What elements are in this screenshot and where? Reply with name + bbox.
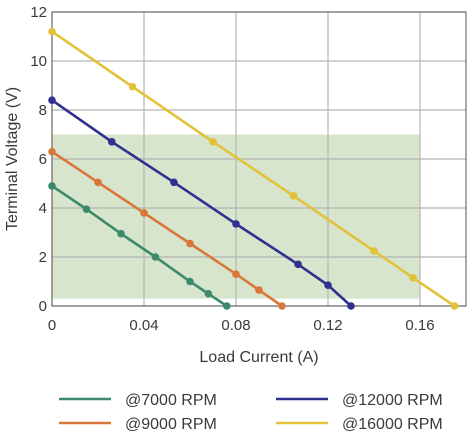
series-point: [370, 247, 378, 255]
series-3: [48, 96, 355, 310]
series-point: [186, 277, 194, 286]
y-tick-label: 10: [30, 53, 47, 70]
series-point: [232, 270, 240, 278]
plot-frame: [51, 11, 467, 307]
series-point: [151, 253, 160, 261]
series-point: [289, 191, 298, 200]
x-tick-label: 0.16: [405, 317, 434, 334]
y-axis-label: Terminal Voltage (V): [4, 87, 21, 231]
series-4: [48, 27, 459, 310]
series-point: [140, 209, 148, 217]
series-point: [347, 302, 355, 310]
y-axis-ticks: 0 2 4 6 8 10 12: [30, 4, 47, 315]
series-point: [170, 178, 178, 187]
series-point: [324, 281, 332, 289]
series-point: [223, 302, 231, 310]
x-axis-ticks: 0 0.04 0.08 0.12 0.16: [48, 317, 435, 334]
series-point: [128, 82, 137, 91]
y-tick-label: 6: [39, 151, 47, 168]
series-1: [48, 182, 231, 310]
series-point: [94, 178, 102, 187]
x-tick-label: 0.04: [129, 317, 158, 334]
x-tick-label: 0: [48, 317, 56, 334]
series-point: [204, 289, 213, 298]
series-point: [294, 260, 302, 269]
legend-item: @16000 RPM: [276, 416, 443, 433]
y-tick-label: 4: [39, 200, 47, 217]
x-axis-label: Load Current (A): [199, 349, 318, 366]
x-tick-label: 0.08: [221, 317, 250, 334]
legend-label: @16000 RPM: [342, 416, 443, 433]
series-point: [48, 27, 56, 36]
series-point: [232, 220, 240, 228]
series-point: [409, 274, 417, 282]
y-tick-label: 8: [39, 102, 47, 119]
legend: @7000 RPM @9000 RPM @12000 RPM @16000 RPM: [59, 392, 443, 433]
series-layer: [48, 27, 459, 310]
y-tick-label: 2: [39, 249, 47, 266]
series-point: [82, 205, 91, 214]
series-point: [48, 147, 56, 156]
series-point: [186, 239, 194, 248]
series-point: [108, 138, 116, 146]
x-tick-label: 0.12: [313, 317, 342, 334]
series-point: [117, 229, 125, 238]
legend-label: @9000 RPM: [125, 416, 217, 433]
series-point: [48, 182, 56, 190]
legend-item: @12000 RPM: [276, 392, 443, 409]
legend-label: @7000 RPM: [125, 392, 217, 409]
series-2: [48, 147, 286, 310]
series-point: [450, 302, 459, 310]
y-tick-label: 12: [30, 4, 47, 21]
series-point: [48, 96, 56, 104]
y-tick-label: 0: [39, 298, 47, 315]
legend-item: @7000 RPM: [59, 392, 217, 409]
series-point: [209, 138, 217, 146]
legend-label: @12000 RPM: [342, 392, 443, 409]
series-point: [255, 286, 263, 294]
legend-item: @9000 RPM: [59, 416, 217, 433]
series-point: [278, 302, 286, 310]
